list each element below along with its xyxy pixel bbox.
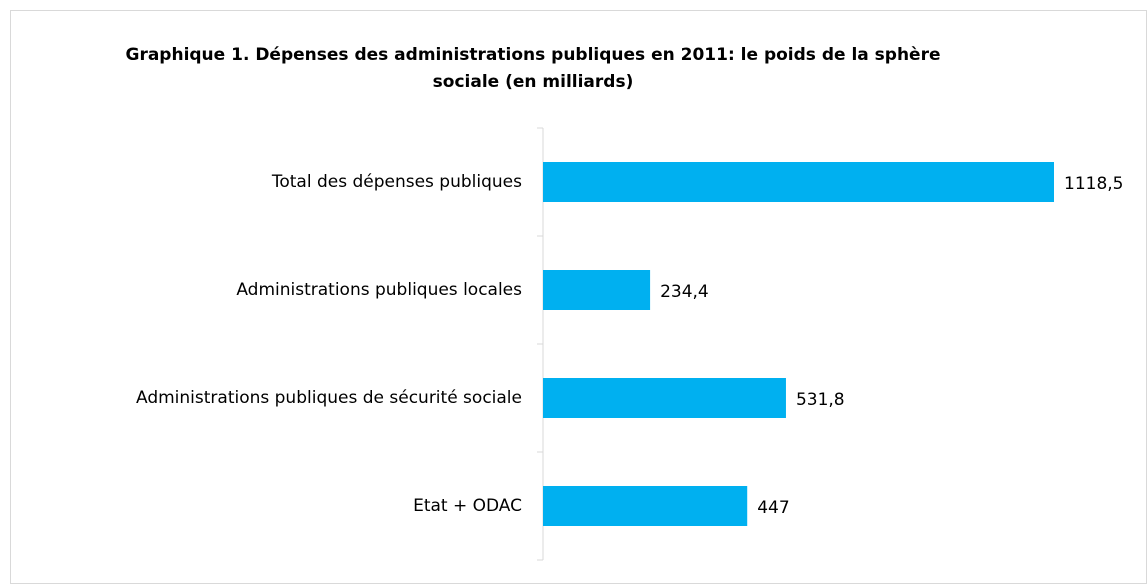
bar xyxy=(543,486,748,526)
bar xyxy=(543,270,651,310)
chart-title: Graphique 1. Dépenses des administration… xyxy=(125,45,941,92)
chart-frame xyxy=(10,10,1147,584)
category-label: Total des dépenses publiques xyxy=(271,172,522,192)
value-label: 234,4 xyxy=(660,282,709,302)
value-label: 1118,5 xyxy=(1064,174,1123,194)
value-label: 447 xyxy=(757,498,789,518)
bar xyxy=(543,162,1054,202)
value-label: 531,8 xyxy=(796,390,845,410)
category-label: Etat + ODAC xyxy=(413,496,522,516)
category-label: Administrations publiques de sécurité so… xyxy=(136,388,522,408)
category-label: Administrations publiques locales xyxy=(236,280,522,300)
bar xyxy=(543,378,786,418)
